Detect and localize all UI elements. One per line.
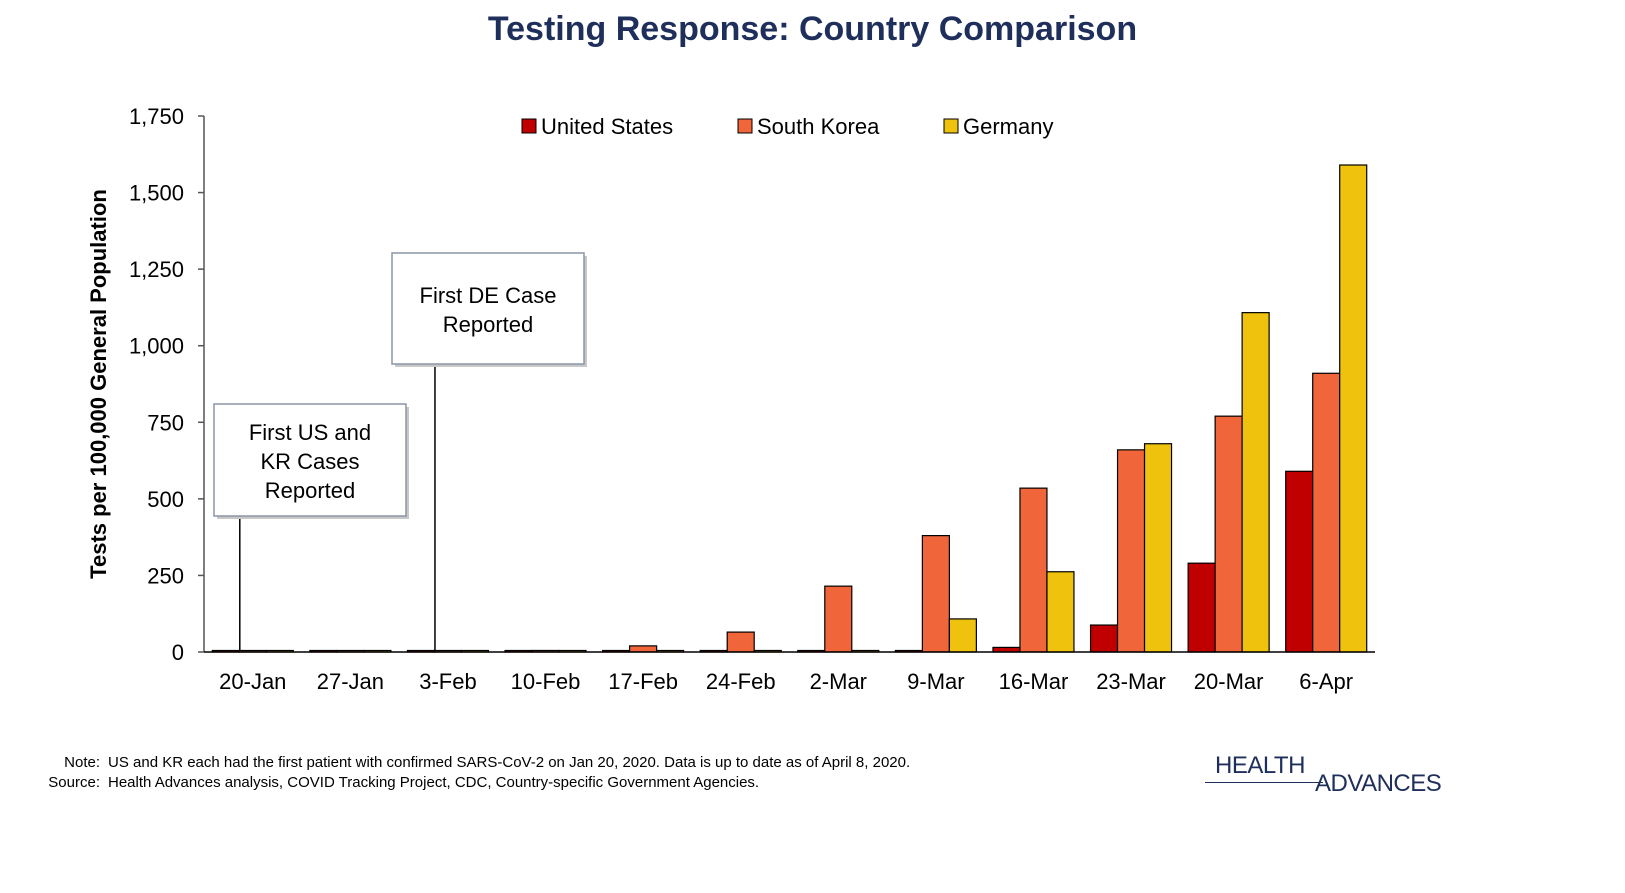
logo-rule xyxy=(1205,782,1323,783)
bar-germany xyxy=(1046,571,1075,653)
x-tick-label: 16-Mar xyxy=(999,669,1069,694)
x-tick-label: 20-Mar xyxy=(1194,669,1264,694)
note-label: Note: xyxy=(64,754,100,771)
legend-label: Germany xyxy=(963,114,1053,139)
annotation-first-us-kr-box xyxy=(213,403,407,517)
legend-label: United States xyxy=(541,114,673,139)
annotation-first-us-kr-text: Reported xyxy=(265,478,356,503)
x-tick-label: 17-Feb xyxy=(608,669,678,694)
bar-south-korea xyxy=(824,585,853,653)
bar-south-korea xyxy=(921,535,950,653)
bar-south-korea xyxy=(1214,415,1243,653)
y-tick-label: 1,750 xyxy=(129,104,184,129)
bar-south-korea xyxy=(629,645,658,653)
y-tick-label: 500 xyxy=(147,487,184,512)
x-tick-label: 23-Mar xyxy=(1096,669,1166,694)
legend-swatch xyxy=(737,118,753,134)
x-tick-label: 6-Apr xyxy=(1299,669,1353,694)
logo-line1: HEALTH xyxy=(1215,752,1305,779)
bar-united-states xyxy=(1285,470,1314,653)
y-axis-label: Tests per 100,000 General Population xyxy=(86,189,111,579)
x-tick-label: 9-Mar xyxy=(907,669,964,694)
x-tick-label: 24-Feb xyxy=(706,669,776,694)
annotation-first-us-kr-text: KR Cases xyxy=(260,449,359,474)
annotation-first-de-text: Reported xyxy=(443,312,534,337)
y-tick-label: 750 xyxy=(147,410,184,435)
bar-germany xyxy=(1339,164,1368,653)
source-label: Source: xyxy=(48,774,100,791)
note-row: Note: US and KR each had the first patien… xyxy=(30,754,910,771)
x-tick-label: 27-Jan xyxy=(317,669,384,694)
annotation-first-us-kr-text: First US and xyxy=(249,420,371,445)
y-tick-label: 1,500 xyxy=(129,181,184,206)
source-text: Health Advances analysis, COVID Tracking… xyxy=(108,774,760,791)
x-tick-label: 10-Feb xyxy=(511,669,581,694)
bar-south-korea xyxy=(1019,487,1048,653)
legend-label: South Korea xyxy=(757,114,880,139)
legend-swatch xyxy=(943,118,959,134)
bar-germany xyxy=(1143,443,1173,653)
y-tick-label: 1,250 xyxy=(129,257,184,282)
annotation-first-de-text: First DE Case xyxy=(420,283,557,308)
x-tick-label: 3-Feb xyxy=(419,669,476,694)
chart-title: Testing Response: Country Comparison xyxy=(487,10,1138,48)
bar-united-states xyxy=(1089,624,1119,653)
y-tick-label: 1,000 xyxy=(129,334,184,359)
note-text: US and KR each had the first patient wit… xyxy=(108,754,911,771)
bar-south-korea xyxy=(1312,372,1341,653)
bar-germany xyxy=(948,618,977,653)
bar-south-korea xyxy=(726,631,755,653)
x-tick-label: 20-Jan xyxy=(219,669,286,694)
annotation-first-de-box xyxy=(391,252,585,365)
x-tick-label: 2-Mar xyxy=(810,669,867,694)
y-tick-label: 0 xyxy=(172,640,184,665)
y-tick-label: 250 xyxy=(147,563,184,588)
bar-south-korea xyxy=(1116,449,1146,653)
source-row: Source: Health Advances analysis, COVID T… xyxy=(30,774,759,791)
health-advances-logo: HEALTH ADVANCES xyxy=(1205,752,1445,802)
legend-swatch xyxy=(521,118,537,134)
logo-line2: ADVANCES xyxy=(1315,770,1442,797)
bar-germany xyxy=(1241,312,1270,653)
bar-united-states xyxy=(1187,562,1216,653)
